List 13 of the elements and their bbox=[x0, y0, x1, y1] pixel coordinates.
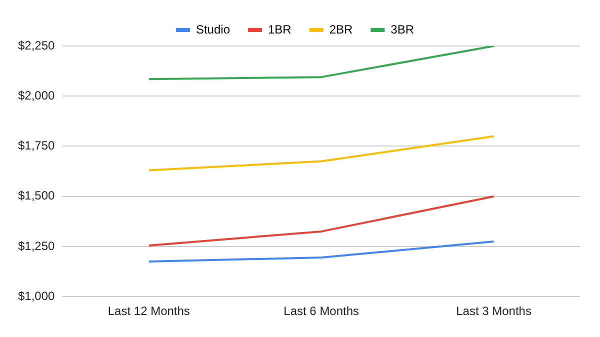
y-tick-label: $1,000 bbox=[18, 288, 56, 303]
legend-label: 1BR bbox=[268, 22, 292, 36]
y-tick-label: $2,250 bbox=[18, 38, 56, 52]
x-tick-label: Last 3 Months bbox=[456, 304, 532, 318]
legend-label: 3BR bbox=[390, 22, 414, 36]
y-tick-label: $1,750 bbox=[18, 138, 56, 153]
x-tick-label: Last 6 Months bbox=[284, 304, 360, 318]
y-tick-label: $2,000 bbox=[18, 88, 56, 102]
legend-label: 2BR bbox=[329, 22, 354, 36]
legend-label: Studio bbox=[196, 22, 230, 36]
y-tick-label: $1,500 bbox=[18, 188, 56, 203]
x-tick-label: Last 12 Months bbox=[108, 304, 190, 318]
y-tick-label: $1,250 bbox=[18, 238, 56, 253]
